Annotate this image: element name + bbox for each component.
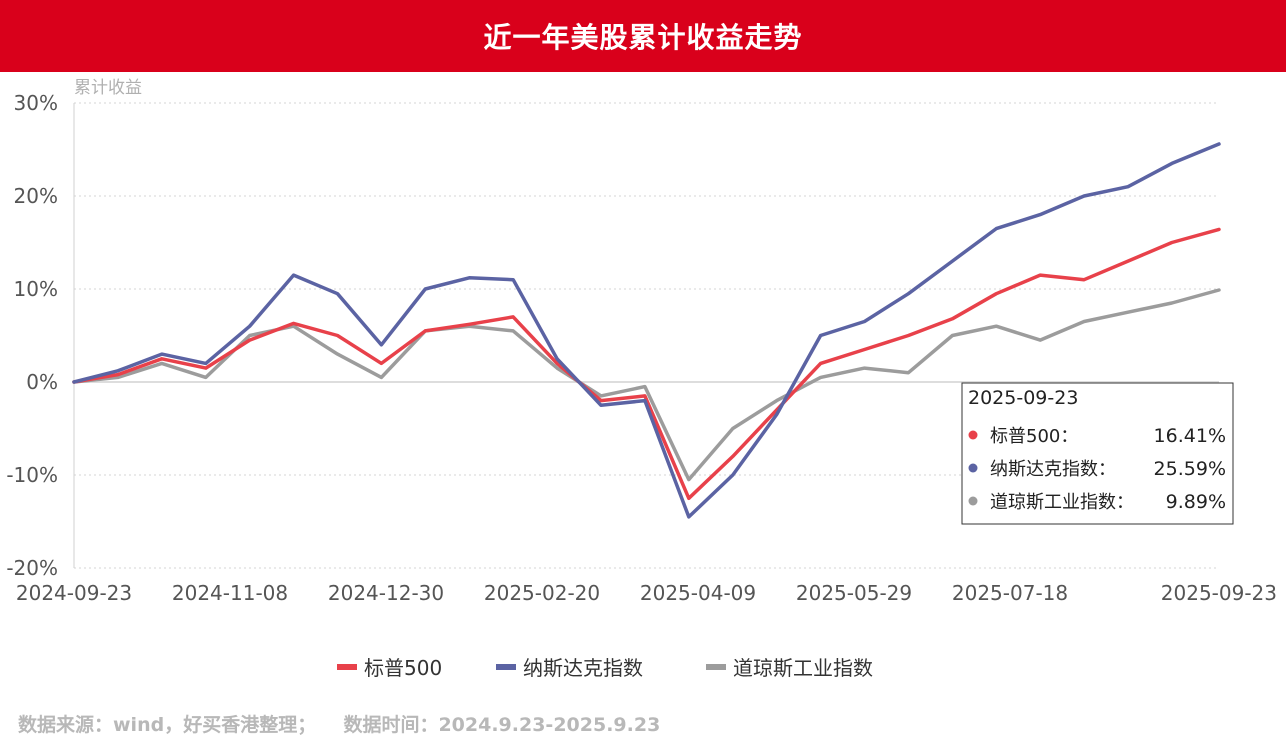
y-tick-label: 30% — [14, 91, 58, 115]
tooltip-marker — [968, 463, 978, 473]
y-tick-label: 20% — [14, 184, 58, 208]
tooltip-marker — [968, 496, 978, 506]
legend-label[interactable]: 道琼斯工业指数 — [733, 656, 873, 680]
tooltip-label: 道琼斯工业指数： — [990, 492, 1134, 513]
tooltip-marker — [968, 430, 978, 440]
legend-swatch[interactable] — [496, 664, 516, 670]
x-tick-label: 2024-09-23 — [16, 581, 132, 605]
tooltip-label: 标普500： — [990, 426, 1078, 447]
footer-note: 数据来源：wind，好买香港整理； 数据时间：2024.9.23-2025.9.… — [18, 710, 660, 737]
x-tick-label: 2025-04-09 — [640, 581, 756, 605]
x-tick-label: 2025-09-23 — [1161, 581, 1277, 605]
y-tick-label: 0% — [26, 370, 58, 394]
data-period-text: 数据时间：2024.9.23-2025.9.23 — [343, 714, 661, 736]
series-line-2 — [72, 288, 1221, 482]
tooltip-box — [961, 382, 1234, 525]
tooltip-date: 2025-09-23 — [968, 387, 1078, 409]
data-source-text: 数据来源：wind，好买香港整理； — [18, 714, 317, 736]
tooltip-value: 9.89% — [1166, 491, 1226, 513]
tooltip-value: 25.59% — [1154, 458, 1226, 480]
x-tick-label: 2024-11-08 — [172, 581, 288, 605]
legend-swatch[interactable] — [706, 664, 726, 670]
title-bar: 近一年美股累计收益走势 — [0, 0, 1286, 72]
y-tick-label: -20% — [6, 556, 58, 580]
chart-title: 近一年美股累计收益走势 — [483, 21, 803, 54]
legend-swatch[interactable] — [337, 664, 357, 670]
x-tick-label: 2024-12-30 — [328, 581, 444, 605]
tooltip-label: 纳斯达克指数： — [990, 459, 1116, 480]
y-tick-label: 10% — [14, 277, 58, 301]
series-line-0 — [72, 227, 1221, 501]
x-tick-label: 2025-02-20 — [484, 581, 600, 605]
y-axis-label: 累计收益 — [74, 78, 142, 98]
cumulative-return-chart: 累计收益 30% 20% 10% 0% -10% -20%2024-09-23 2024-11… — [6, 78, 1277, 680]
x-tick-label: 2025-07-18 — [952, 581, 1068, 605]
x-tick-label: 2025-05-29 — [796, 581, 912, 605]
tooltip-value: 16.41% — [1154, 425, 1226, 447]
legend-label[interactable]: 纳斯达克指数 — [523, 656, 643, 680]
series-line-1 — [72, 142, 1221, 519]
y-tick-label: -10% — [6, 463, 58, 487]
legend-label[interactable]: 标普500 — [364, 656, 442, 680]
